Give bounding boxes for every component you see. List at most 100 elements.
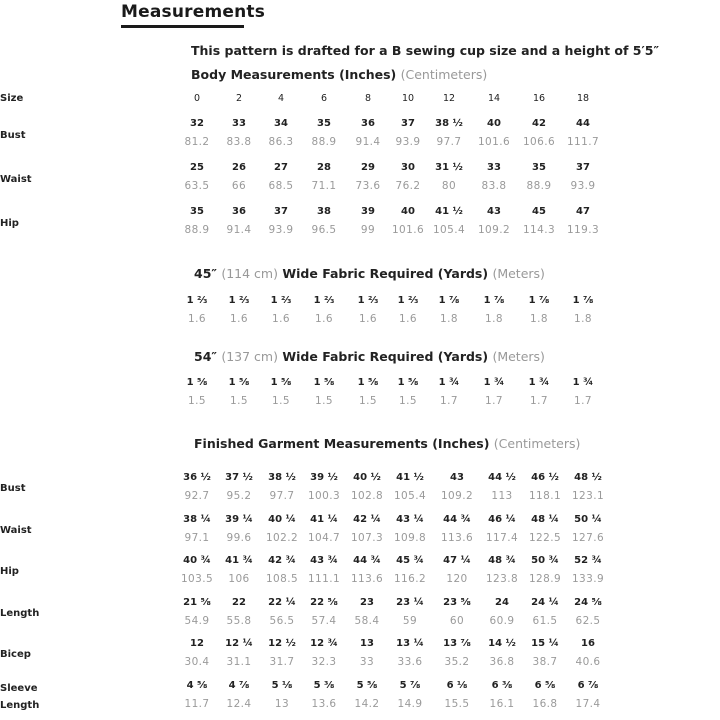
fabric-meters-cell: 1.7 <box>440 395 458 407</box>
page-title: Measurements <box>121 2 266 22</box>
size-header-cell: 10 <box>401 93 415 104</box>
finished-inch-cell: 4 ⅝ <box>186 680 208 691</box>
finished-cm-cell: 38.7 <box>532 656 558 668</box>
body-cm-cell: 66 <box>231 180 247 192</box>
finished-inch-cell: 50 ¾ <box>531 555 559 566</box>
body-cm-cell: 114.3 <box>522 224 556 236</box>
finished-inch-cell: 40 ½ <box>353 472 381 483</box>
fabric-yards-cell: 1 ⅔ <box>397 295 419 306</box>
finished-inch-cell: 44 ¾ <box>443 514 471 525</box>
body-cm-cell: 76.2 <box>395 180 421 192</box>
fabric-yards-cell: 1 ⅞ <box>438 295 460 306</box>
finished-inch-cell: 43 ¼ <box>396 514 424 525</box>
finished-inch-cell: 24 ⅝ <box>574 597 602 608</box>
size-header-cell: 4 <box>277 93 285 104</box>
finished-inch-cell: 39 ¼ <box>225 514 253 525</box>
fabric-meters-cell: 1.6 <box>399 313 417 325</box>
fabric-yards-cell: 1 ¾ <box>572 377 594 388</box>
fabric-meters-cell: 1.5 <box>315 395 333 407</box>
finished-cm-cell: 97.1 <box>184 532 210 544</box>
finished-cm-cell: 122.5 <box>528 532 562 544</box>
size-header-cell: 8 <box>364 93 372 104</box>
fabric-meters-cell: 1.5 <box>188 395 206 407</box>
finished-cm-cell: 117.4 <box>485 532 519 544</box>
fabric-yards-cell: 1 ¾ <box>528 377 550 388</box>
body-heading-main: Body Measurements (Inches) <box>191 67 397 82</box>
finished-cm-cell: 108.5 <box>265 573 299 585</box>
finished-cm-cell: 100.3 <box>307 490 341 502</box>
finished-inch-cell: 12 <box>190 638 204 649</box>
size-header-cell: 12 <box>442 93 456 104</box>
finished-cm-cell: 14.9 <box>397 698 423 710</box>
body-inch-cell: 27 <box>274 162 288 173</box>
finished-cm-cell: 116.2 <box>393 573 427 585</box>
fabric-yards-cell: 1 ⅝ <box>313 377 335 388</box>
finished-cm-cell: 102.2 <box>265 532 299 544</box>
fabric-yards-cell: 1 ⅔ <box>186 295 208 306</box>
finished-inch-cell: 21 ⅝ <box>183 597 211 608</box>
body-cm-cell: 106.6 <box>522 136 556 148</box>
body-heading-alt: (Centimeters) <box>400 67 488 82</box>
finished-cm-cell: 111.1 <box>307 573 341 585</box>
body-cm-cell: 80 <box>441 180 457 192</box>
finished-inch-cell: 50 ¼ <box>574 514 602 525</box>
body-inch-cell: 36 <box>361 118 375 129</box>
body-inch-cell: 36 <box>232 206 246 217</box>
size-header-cell: 16 <box>532 93 546 104</box>
fabric-yards-cell: 1 ⅝ <box>357 377 379 388</box>
finished-inch-cell: 42 ¼ <box>353 514 381 525</box>
finished-inch-cell: 16 <box>581 638 595 649</box>
finished-row-label: Sleeve <box>0 683 38 694</box>
body-cm-cell: 88.9 <box>526 180 552 192</box>
fabric-yards-cell: 1 ⅔ <box>270 295 292 306</box>
finished-inch-cell: 40 ¾ <box>183 555 211 566</box>
finished-cm-cell: 33 <box>359 656 375 668</box>
finished-cm-cell: 120 <box>446 573 468 585</box>
fabric-meters-cell: 1.6 <box>359 313 377 325</box>
body-inch-cell: 32 <box>190 118 204 129</box>
fabric-meters-cell: 1.5 <box>399 395 417 407</box>
finished-inch-cell: 47 ¼ <box>443 555 471 566</box>
fabric-meters-cell: 1.7 <box>530 395 548 407</box>
fabric-yards-cell: 1 ⅔ <box>313 295 335 306</box>
finished-inch-cell: 6 ⅛ <box>446 680 468 691</box>
fabric-meters-cell: 1.7 <box>574 395 592 407</box>
body-cm-cell: 101.6 <box>477 136 511 148</box>
fabric-yards-cell: 1 ¾ <box>483 377 505 388</box>
intro-text: This pattern is drafted for a B sewing c… <box>191 43 660 58</box>
finished-inch-cell: 41 ¼ <box>310 514 338 525</box>
finished-inch-cell: 12 ¾ <box>310 638 338 649</box>
finished-inch-cell: 43 ¾ <box>310 555 338 566</box>
body-cm-cell: 71.1 <box>311 180 337 192</box>
finished-cm-cell: 127.6 <box>571 532 605 544</box>
finished-cm-cell: 123.1 <box>571 490 605 502</box>
body-cm-cell: 93.9 <box>395 136 421 148</box>
finished-inch-cell: 43 <box>450 472 464 483</box>
finished-row-label: Length <box>0 608 40 619</box>
finished-inch-cell: 24 ¼ <box>531 597 559 608</box>
finished-cm-cell: 33.6 <box>397 656 423 668</box>
finished-measurements-heading: Finished Garment Measurements (Inches) (… <box>194 436 580 451</box>
body-cm-cell: 97.7 <box>436 136 462 148</box>
finished-cm-cell: 17.4 <box>575 698 601 710</box>
finished-cm-cell: 113.6 <box>440 532 474 544</box>
body-inch-cell: 28 <box>317 162 331 173</box>
body-cm-cell: 105.4 <box>432 224 466 236</box>
finished-inch-cell: 38 ¼ <box>183 514 211 525</box>
finished-cm-cell: 106 <box>228 573 250 585</box>
finished-inch-cell: 13 ¼ <box>396 638 424 649</box>
title-underline <box>121 25 244 28</box>
fabric-yards-cell: 1 ⅝ <box>186 377 208 388</box>
body-inch-cell: 38 <box>317 206 331 217</box>
body-row-label: Bust <box>0 130 26 141</box>
finished-inch-cell: 45 ¾ <box>396 555 424 566</box>
finished-inch-cell: 38 ½ <box>268 472 296 483</box>
body-inch-cell: 40 <box>401 206 415 217</box>
finished-cm-cell: 60 <box>449 615 465 627</box>
finished-inch-cell: 42 ¾ <box>268 555 296 566</box>
finished-cm-cell: 105.4 <box>393 490 427 502</box>
finished-inch-cell: 22 ¼ <box>268 597 296 608</box>
finished-inch-cell: 44 ¾ <box>353 555 381 566</box>
finished-cm-cell: 133.9 <box>571 573 605 585</box>
finished-inch-cell: 46 ¼ <box>488 514 516 525</box>
